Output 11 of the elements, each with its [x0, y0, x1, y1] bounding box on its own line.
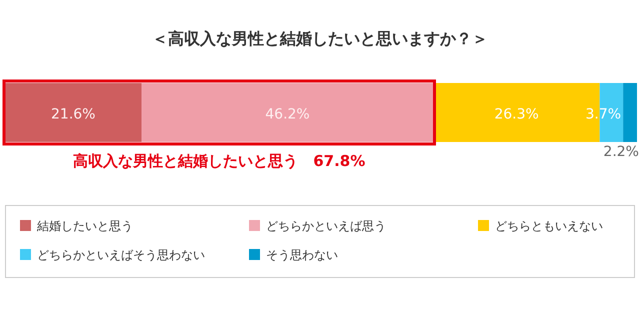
legend-label: どちらかといえばそう思わない [37, 248, 205, 262]
legend-label: そう思わない [266, 248, 338, 262]
data-label: 46.2% [265, 106, 310, 122]
band-label: 高収入な男性と結婚したいと思う 67.8% [73, 152, 366, 170]
data-label: 2.2% [603, 144, 639, 160]
chart-title: ＜高収入な男性と結婚したいと思いますか？＞ [152, 29, 488, 48]
data-label: 21.6% [51, 106, 96, 122]
legend-label: どちらともいえない [495, 219, 603, 233]
data-label: 26.3% [494, 106, 539, 122]
legend-label: 結婚したいと思う [36, 219, 133, 233]
legend-label: どちらかといえば思う [266, 219, 386, 233]
